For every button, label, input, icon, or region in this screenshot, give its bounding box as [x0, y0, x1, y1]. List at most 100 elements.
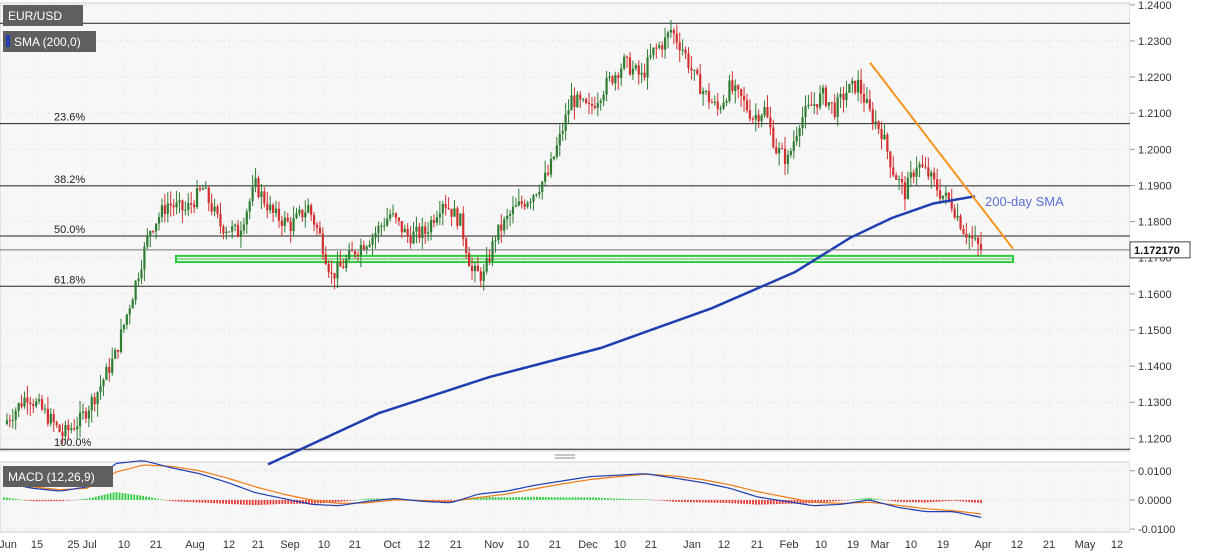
macd-hist-bar [50, 499, 53, 502]
macd-hist-bar [689, 499, 692, 503]
candle-body [380, 225, 383, 227]
candle-body [406, 228, 409, 237]
candle-body [821, 87, 825, 94]
candle-body [453, 208, 456, 217]
macd-hist-bar [162, 499, 165, 501]
macd-hist-bar [506, 497, 509, 500]
candle-body [207, 187, 210, 203]
candle-body [693, 70, 696, 72]
price-tick-label: 1.1300 [1138, 397, 1172, 409]
candle-body [350, 250, 354, 252]
candle-body [389, 214, 392, 219]
macd-hist-bar [524, 496, 526, 500]
candle-body [848, 84, 851, 93]
macd-hist-bar [541, 496, 544, 500]
candle-body [737, 85, 740, 90]
macd-hist-bar [11, 498, 14, 500]
macd-pane [0, 461, 1131, 533]
candle-body [819, 93, 822, 108]
macd-hist-bar [651, 499, 654, 501]
candle-body [125, 314, 128, 325]
macd-hist-bar [855, 499, 858, 500]
macd-hist-bar [272, 499, 275, 505]
time-label: Aug [185, 539, 205, 551]
candle-body [456, 208, 459, 226]
macd-hist-bar [639, 499, 642, 500]
candle-body [751, 118, 754, 120]
macd-hist-bar [453, 499, 455, 501]
macd-hist-bar [56, 499, 59, 502]
candle-body [374, 233, 377, 238]
candle-body [769, 117, 772, 128]
macd-hist-bar [772, 499, 775, 505]
candle-body [974, 237, 977, 239]
macd-hist-bar [630, 498, 633, 500]
candle-body [116, 349, 120, 352]
candle-body [43, 408, 47, 410]
macd-hist-bar [716, 499, 719, 503]
sma-200-line [267, 195, 976, 466]
macd-hist-bar [121, 492, 124, 500]
candle-body [579, 94, 582, 100]
candle-body [424, 226, 427, 234]
candle-body [587, 102, 591, 104]
candle-body [52, 414, 55, 423]
candle-body [172, 205, 175, 208]
candle-body [292, 218, 295, 232]
candle-body [76, 426, 79, 430]
macd-hist-bar [645, 499, 648, 500]
macd-hist-bar [980, 499, 982, 504]
price-tick-label: 1.1400 [1138, 361, 1172, 373]
macd-hist-bar [260, 499, 263, 505]
macd-hist-bar [488, 496, 491, 500]
candle-body [526, 202, 529, 207]
macd-hist-bar [604, 497, 606, 500]
candle-body [386, 218, 389, 226]
candle-body [740, 89, 743, 96]
candle-body [602, 94, 605, 101]
macd-hist-bar [370, 498, 373, 500]
candle-body [810, 104, 813, 106]
candle-body [476, 265, 479, 272]
candle-body [46, 408, 49, 424]
macd-hist-bar [479, 496, 482, 500]
time-label: 21 [252, 539, 264, 551]
macd-hist-bar [20, 499, 23, 501]
candle-body [640, 72, 643, 75]
candle-body [927, 167, 930, 177]
macd-hist-bar [586, 497, 589, 500]
candle-body [672, 30, 675, 34]
candle-body [193, 204, 196, 208]
macd-hist-bar [920, 499, 923, 503]
macd-hist-bar [213, 499, 216, 504]
macd-hist-bar [965, 499, 968, 502]
candle-body [742, 95, 746, 101]
candle-body [391, 213, 395, 215]
candle-body [277, 208, 281, 221]
candle-body [710, 102, 713, 104]
macd-hist-bar [592, 497, 595, 500]
macd-hist-bar [88, 498, 91, 500]
candle-body [549, 158, 553, 175]
macd-hist-bar [124, 493, 127, 500]
candle-body [195, 188, 199, 208]
macd-hist-bar [950, 499, 953, 501]
macd-hist-bar [947, 499, 950, 502]
candle-body [254, 178, 257, 187]
candle-body [307, 205, 310, 213]
time-label: Oct [383, 539, 400, 551]
fib-label: 50.0% [54, 224, 85, 236]
candle-body [64, 424, 67, 437]
candle-body [330, 272, 333, 274]
candle-body [134, 280, 137, 300]
macd-hist-bar [251, 499, 254, 506]
macd-hist-bar [900, 499, 902, 502]
candle-body [511, 206, 515, 214]
candle-body [245, 211, 248, 225]
candle-body [900, 178, 904, 183]
macd-hist-bar [373, 498, 375, 500]
candle-body [467, 253, 471, 267]
macd-hist-bar [379, 498, 381, 500]
macd-hist-bar [722, 499, 725, 503]
candle-body [49, 414, 52, 424]
